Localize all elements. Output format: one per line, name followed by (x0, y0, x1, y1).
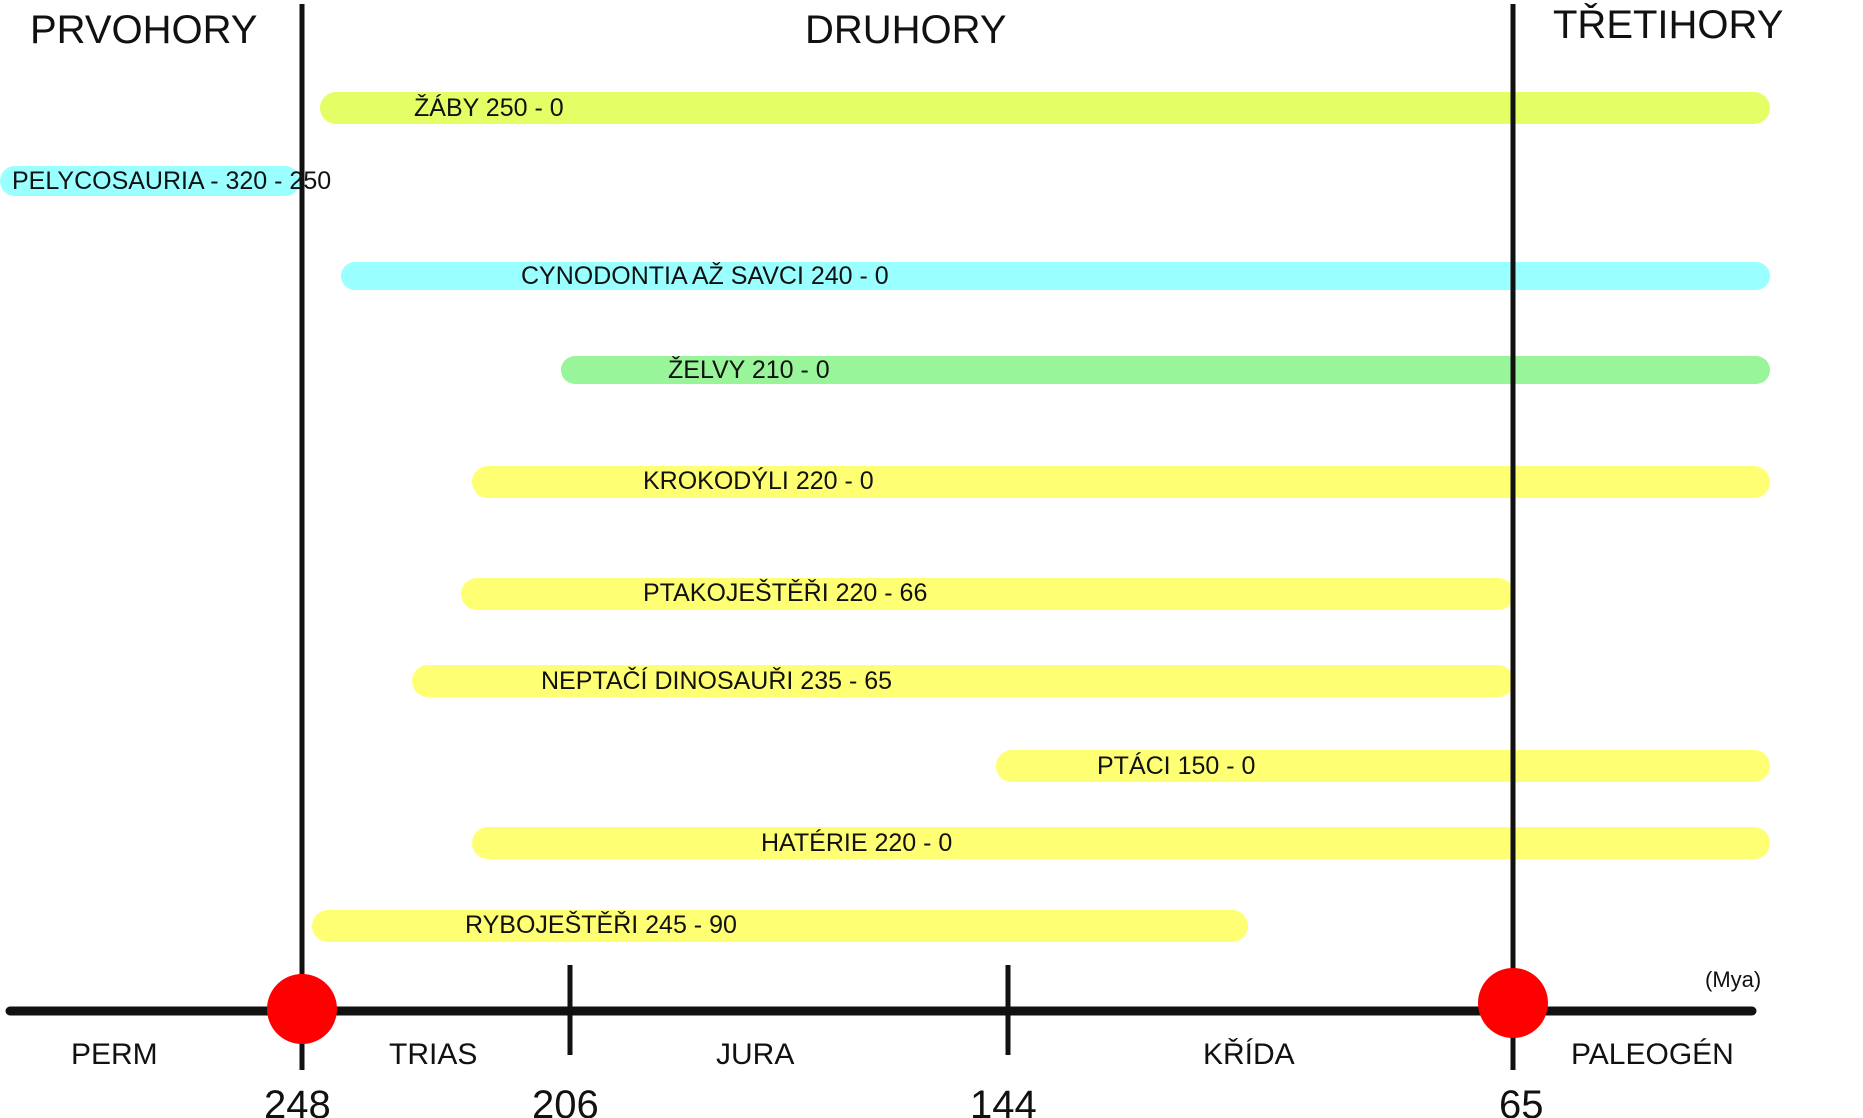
label-zaby: ŽÁBY 250 - 0 (414, 93, 564, 122)
era-label-prvohory: PRVOHORY (30, 8, 257, 52)
bar-pelycosauria (0, 166, 300, 196)
bar-krokodyli (472, 466, 1770, 498)
label-ptakojestri: PTAKOJEŠTĚŘI 220 - 66 (643, 578, 927, 607)
period-label-jura: JURA (716, 1038, 794, 1071)
bar-ptakojestri (461, 578, 1514, 610)
era-boundaries (299, 4, 1516, 1070)
label-neptaci-dinosauri: NEPTAČÍ DINOSAUŘI 235 - 65 (541, 666, 892, 695)
label-haterie: HATÉRIE 220 - 0 (761, 828, 952, 857)
period-label-trias: TRIAS (389, 1038, 477, 1071)
label-zelvy: ŽELVY 210 - 0 (668, 355, 830, 384)
period-labels: PERM TRIAS JURA KŘÍDA PALEOGÉN (71, 1038, 1734, 1071)
label-rybojestri: RYBOJEŠTĚŘI 245 - 90 (465, 910, 737, 939)
bar-haterie (472, 827, 1770, 859)
tick-label-248: 248 (264, 1083, 331, 1118)
period-label-perm: PERM (71, 1038, 158, 1071)
tick-label-144: 144 (970, 1083, 1037, 1118)
bar-rybojestri (312, 910, 1248, 942)
bar-neptaci-dinosauri (412, 665, 1514, 697)
era-label-druhory: DRUHORY (805, 8, 1007, 52)
label-ptaci: PTÁCI 150 - 0 (1097, 751, 1255, 780)
tick-labels: 248 206 144 65 (264, 1083, 1544, 1118)
boundary-marker-248 (267, 974, 337, 1044)
bar-zaby (320, 92, 1770, 124)
label-pelycosauria: PELYCOSAURIA - 320 - 250 (12, 167, 331, 195)
taxon-bars (0, 92, 1770, 942)
label-krokodyli: KROKODÝLI 220 - 0 (643, 466, 874, 495)
tick-label-65: 65 (1499, 1083, 1544, 1118)
label-cynodontia: CYNODONTIA AŽ SAVCI 240 - 0 (521, 261, 889, 290)
period-label-krida: KŘÍDA (1203, 1038, 1295, 1071)
taxon-labels: ŽÁBY 250 - 0 PELYCOSAURIA - 320 - 250 CY… (12, 93, 1255, 939)
axis-unit-label: (Mya) (1705, 967, 1761, 992)
tick-label-206: 206 (532, 1083, 599, 1118)
bar-ptaci (996, 750, 1770, 782)
period-label-paleogen: PALEOGÉN (1571, 1038, 1734, 1071)
bar-zelvy (561, 356, 1770, 384)
boundary-marker-65 (1478, 968, 1548, 1038)
era-label-tretihory: TŘETIHORY (1553, 2, 1783, 47)
bar-cynodontia (341, 262, 1770, 290)
